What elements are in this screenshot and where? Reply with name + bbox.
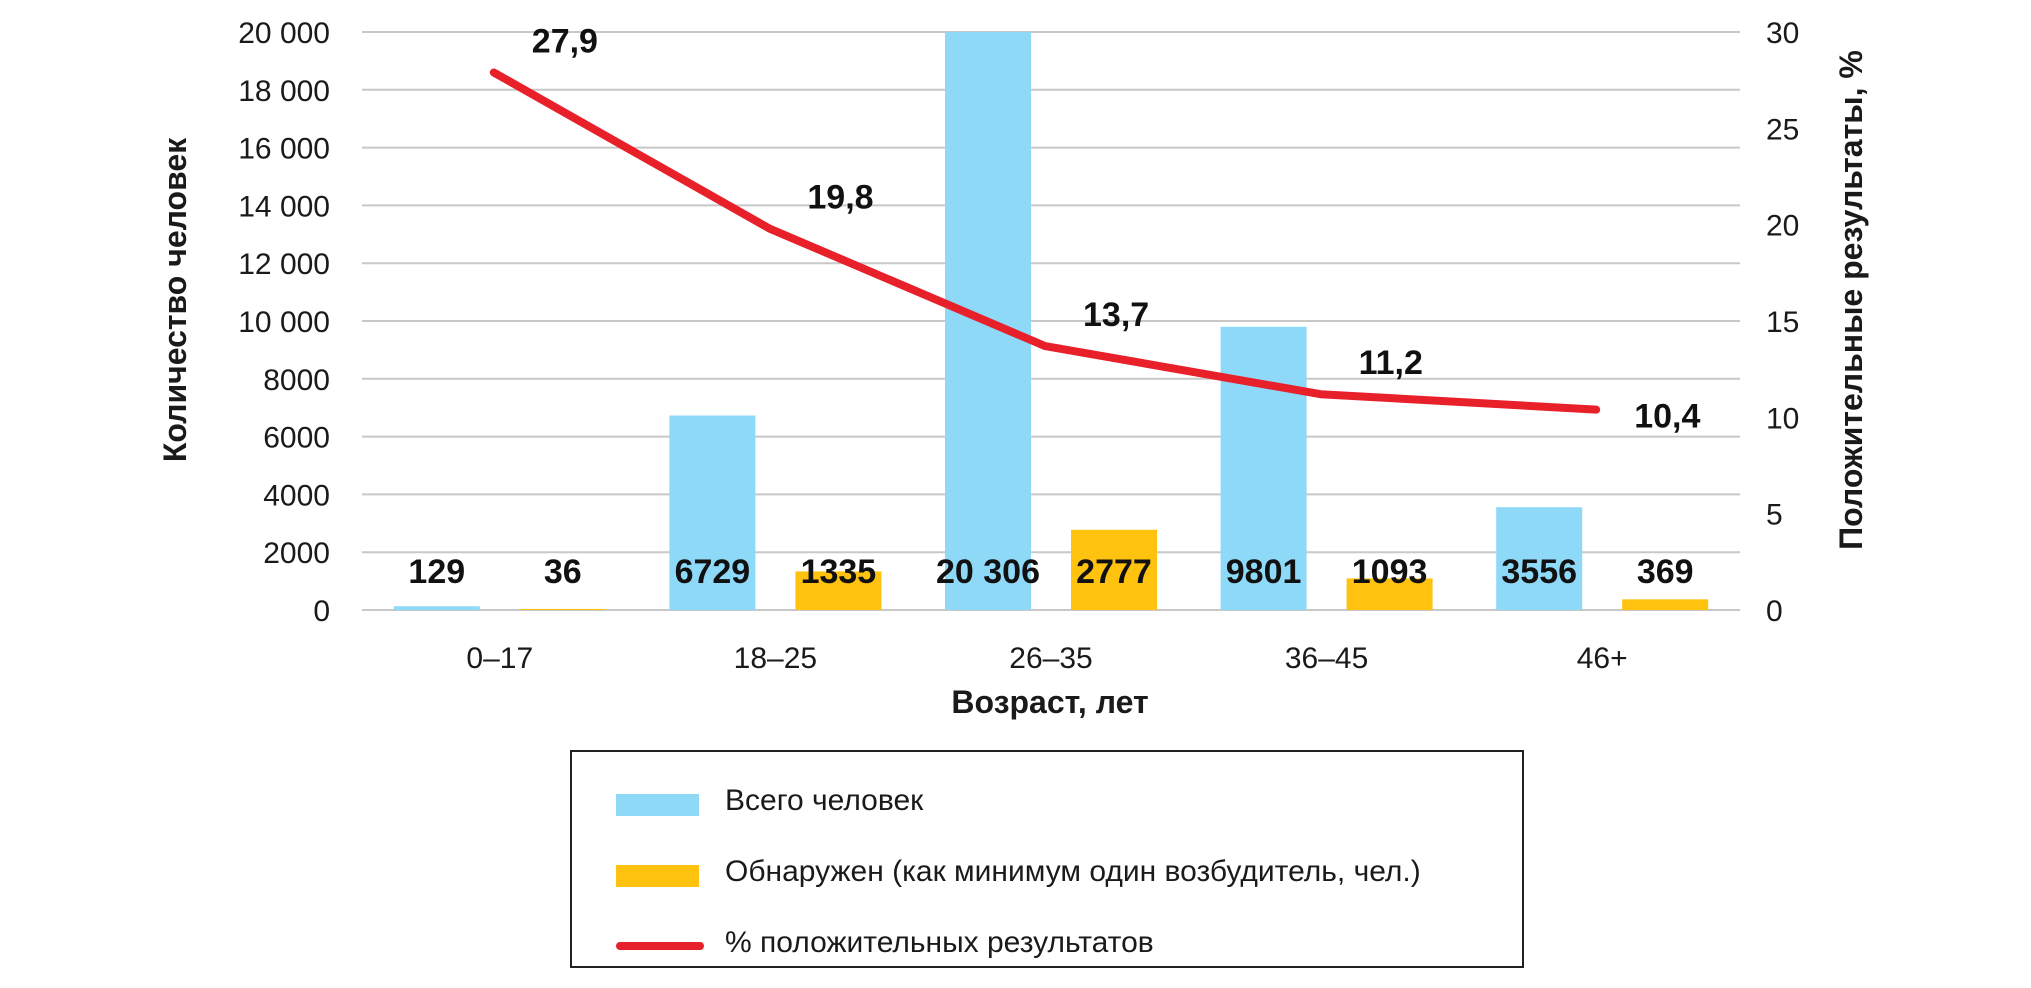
bar-total bbox=[1220, 326, 1307, 610]
y2-tick-label: 25 bbox=[1766, 113, 1799, 146]
y-tick-label: 14 000 bbox=[238, 190, 330, 223]
legend-swatch-percent bbox=[616, 942, 704, 950]
legend-label-percent: % положительных результатов bbox=[725, 926, 1154, 959]
y2-tick-label: 30 bbox=[1766, 17, 1799, 50]
y-tick-label: 12 000 bbox=[238, 248, 330, 281]
y2-tick-label: 10 bbox=[1766, 402, 1799, 435]
bars bbox=[393, 32, 1709, 610]
y-tick-label: 10 000 bbox=[238, 306, 330, 339]
bar-detected-label: 2777 bbox=[1076, 553, 1152, 591]
legend: Всего человек Обнаружен (как минимум оди… bbox=[570, 750, 1524, 968]
bar-detected-label: 1335 bbox=[801, 553, 877, 591]
y-axis-left-ticks: 0 2000 4000 6000 8000 10 000 12 000 14 000 16 00… bbox=[238, 17, 330, 628]
percent-label: 10,4 bbox=[1634, 398, 1700, 436]
percent-label: 13,7 bbox=[1083, 296, 1149, 334]
percent-line bbox=[489, 68, 1601, 414]
bar-detected bbox=[795, 571, 882, 610]
y2-tick-label: 5 bbox=[1766, 499, 1783, 532]
legend-label-detected: Обнаружен (как минимум один возбудитель,… bbox=[725, 855, 1421, 888]
bar-total bbox=[1496, 507, 1583, 610]
percent-line-path bbox=[489, 68, 1601, 414]
gridlines bbox=[362, 31, 1740, 611]
percent-label: 19,8 bbox=[807, 179, 873, 217]
bar-total-label: 6729 bbox=[675, 553, 751, 591]
y-axis-left-title: Количество человек bbox=[157, 137, 193, 462]
bar-total-label: 129 bbox=[408, 553, 465, 591]
bar-total-label: 20 306 bbox=[936, 553, 1040, 591]
x-tick-label: 46+ bbox=[1577, 642, 1628, 675]
y2-tick-label: 20 bbox=[1766, 210, 1799, 243]
bar-detected-label: 36 bbox=[544, 553, 582, 591]
x-axis-categories: 0–17 18–25 26–35 36–45 46+ bbox=[466, 642, 1627, 675]
x-axis-title: Возраст, лет bbox=[951, 684, 1148, 720]
y-tick-label: 6000 bbox=[263, 422, 330, 455]
bar-detected bbox=[519, 608, 606, 610]
bar-total bbox=[669, 415, 756, 610]
y-tick-label: 4000 bbox=[263, 479, 330, 512]
y2-tick-label: 0 bbox=[1766, 595, 1783, 628]
x-tick-label: 0–17 bbox=[466, 642, 533, 675]
y-tick-label: 0 bbox=[313, 595, 330, 628]
y-axis-right-title: Положительные результаты, % bbox=[1833, 50, 1869, 550]
y-tick-label: 8000 bbox=[263, 364, 330, 397]
legend-label-total: Всего человек bbox=[725, 784, 924, 817]
bar-detected-label: 1093 bbox=[1352, 553, 1428, 591]
percent-label: 27,9 bbox=[532, 22, 598, 60]
chart: 0 2000 4000 6000 8000 10 000 12 000 14 000 16 00… bbox=[157, 17, 1869, 720]
legend-swatch-total bbox=[616, 794, 699, 816]
bar-detected-label: 369 bbox=[1637, 553, 1694, 591]
y-tick-label: 18 000 bbox=[238, 75, 330, 108]
y-tick-label: 20 000 bbox=[238, 17, 330, 50]
bar-total-label: 9801 bbox=[1226, 553, 1302, 591]
y2-tick-label: 15 bbox=[1766, 306, 1799, 339]
y-tick-label: 16 000 bbox=[238, 133, 330, 166]
y-tick-label: 2000 bbox=[263, 537, 330, 570]
data-labels: 129 36 6729 1335 20 306 2777 9801 1093 3556 369 27… bbox=[408, 22, 1700, 591]
legend-swatch-detected bbox=[616, 865, 699, 887]
x-tick-label: 26–35 bbox=[1009, 642, 1092, 675]
bar-total bbox=[393, 606, 480, 610]
y-axis-right-ticks: 0 5 10 15 20 25 30 bbox=[1766, 17, 1799, 628]
bar-total-label: 3556 bbox=[1501, 553, 1577, 591]
bar-detected bbox=[1622, 599, 1709, 610]
x-tick-label: 18–25 bbox=[734, 642, 817, 675]
bar-detected bbox=[1346, 578, 1433, 610]
bar-detected bbox=[1071, 529, 1157, 610]
x-tick-label: 36–45 bbox=[1285, 642, 1368, 675]
percent-label: 11,2 bbox=[1359, 344, 1423, 382]
